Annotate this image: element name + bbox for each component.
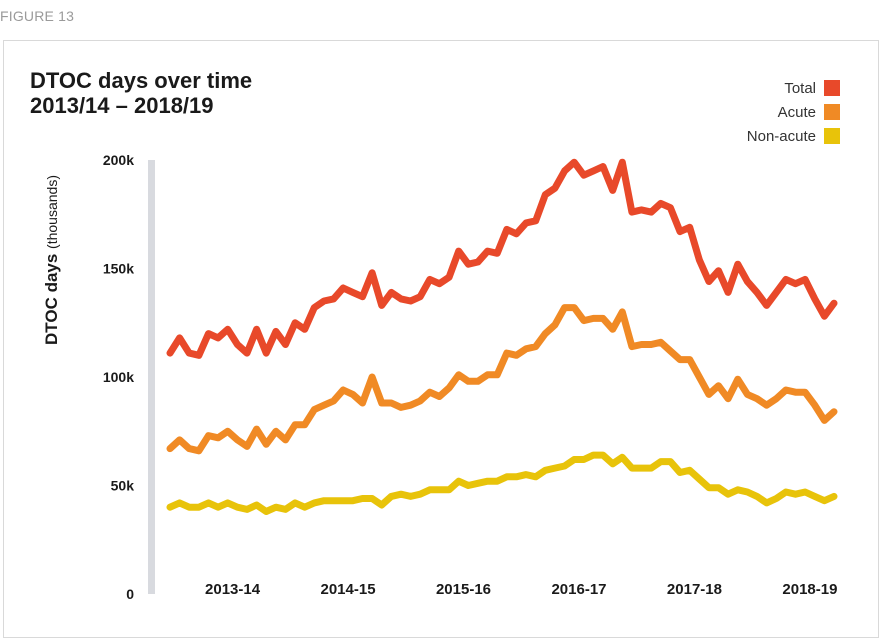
chart-title: DTOC days over time 2013/14 – 2018/19 bbox=[30, 68, 252, 118]
legend: Total Acute Non-acute bbox=[747, 76, 840, 148]
legend-label-total: Total bbox=[784, 79, 816, 97]
chart-title-line-2: 2013/14 – 2018/19 bbox=[30, 93, 214, 118]
legend-swatch-non-acute bbox=[824, 128, 840, 144]
legend-item-total: Total bbox=[747, 76, 840, 100]
legend-swatch-total bbox=[824, 80, 840, 96]
x-tick-label: 2014-15 bbox=[320, 581, 375, 598]
legend-item-non-acute: Non-acute bbox=[747, 124, 840, 148]
x-tick-label: 2013-14 bbox=[205, 581, 261, 598]
legend-label-non-acute: Non-acute bbox=[746, 127, 816, 145]
y-tick-label: 100k bbox=[103, 369, 134, 385]
legend-label-acute: Acute bbox=[777, 103, 816, 121]
legend-swatch-acute bbox=[824, 104, 840, 120]
y-axis-bar bbox=[148, 160, 155, 594]
figure-label: FIGURE 13 bbox=[0, 8, 75, 24]
x-tick-labels: 2013-14 2014-15 2015-16 2016-17 2017-18 2018-… bbox=[205, 581, 837, 598]
chart-title-line-1: DTOC days over time bbox=[30, 68, 253, 93]
y-tick-label: 50k bbox=[111, 478, 135, 494]
x-tick-label: 2017-18 bbox=[667, 581, 722, 598]
series-line-total bbox=[166, 158, 838, 359]
y-tick-labels: 0 50k 100k 150k 200k bbox=[103, 152, 134, 602]
series-line-non-acute bbox=[166, 451, 838, 515]
legend-item-acute: Acute bbox=[747, 100, 840, 124]
x-tick-label: 2018-19 bbox=[782, 581, 837, 598]
x-tick-label: 2015-16 bbox=[436, 581, 491, 598]
series-line-acute bbox=[166, 304, 838, 455]
x-tick-label: 2016-17 bbox=[551, 581, 606, 598]
series-lines bbox=[166, 158, 838, 515]
y-tick-label: 150k bbox=[103, 261, 134, 277]
y-tick-label: 200k bbox=[103, 152, 134, 168]
y-tick-label: 0 bbox=[126, 586, 134, 602]
